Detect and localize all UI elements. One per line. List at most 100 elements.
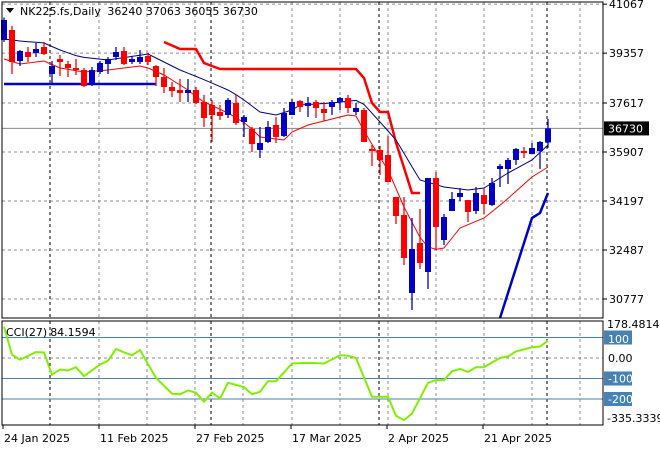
- candle-bull: [129, 58, 135, 62]
- candle-bull: [281, 113, 287, 136]
- candle-bear: [121, 50, 127, 65]
- price-tick-label: 35907: [609, 146, 644, 159]
- candle-bull: [185, 89, 191, 93]
- candle-bull: [449, 198, 455, 211]
- moving-average-fast: [3, 38, 549, 191]
- candle-bear: [41, 46, 47, 55]
- price-tick-label: 39357: [609, 47, 644, 60]
- candle-bear: [297, 100, 303, 108]
- candle-bull: [289, 101, 295, 116]
- candle-bear: [417, 243, 423, 263]
- cci-level-tag: [604, 330, 632, 345]
- current-price-tag: [604, 121, 649, 136]
- cci-level-label: 0.00: [608, 352, 633, 365]
- candle-bear: [233, 103, 239, 123]
- candle-bull: [489, 183, 495, 206]
- date-tick-label: 24 Jan 2025: [4, 432, 70, 445]
- price-tick-label: 34197: [609, 195, 644, 208]
- candle-bull: [513, 148, 519, 160]
- candle-bull: [137, 56, 143, 62]
- candle-bear: [217, 111, 223, 117]
- stop-line-blue: [4, 82, 550, 318]
- price-tick-label: 30777: [609, 293, 644, 306]
- cci-axis-max: 178.4814: [607, 318, 660, 331]
- date-tick-label: 21 Apr 2025: [484, 432, 552, 445]
- current-price-label: 36730: [608, 122, 643, 135]
- cci-axis-min: -335.3339: [607, 412, 660, 425]
- grid: [2, 2, 603, 425]
- candle-bear: [313, 101, 319, 109]
- candle-bull: [505, 159, 511, 169]
- candle-bull: [89, 70, 95, 86]
- candle-bear: [361, 110, 367, 142]
- candle-bull: [473, 193, 479, 211]
- candle-bear: [57, 58, 63, 62]
- candle-bear: [169, 87, 175, 91]
- candle-bear: [433, 177, 439, 227]
- cci-level-label: -100: [608, 373, 633, 386]
- cci-label: CCI(27): [6, 326, 47, 339]
- candle-bull: [113, 51, 119, 57]
- candle-bear: [273, 125, 279, 137]
- candle-bull: [457, 193, 463, 198]
- candle-bear: [193, 89, 199, 103]
- candle-bull: [17, 50, 23, 61]
- candle-bear: [65, 64, 71, 69]
- candle-bull: [441, 217, 447, 240]
- candle-bear: [9, 29, 15, 62]
- candle-bull: [1, 19, 7, 40]
- cci-level-label: -200: [608, 393, 633, 406]
- candle-bear: [481, 195, 487, 205]
- candle-bear: [201, 101, 207, 119]
- date-tick-label: 27 Feb 2025: [196, 432, 264, 445]
- candle-bear: [81, 70, 87, 87]
- candle-bull: [425, 177, 431, 272]
- symbol-label: NK225.fs,Daily: [20, 5, 101, 18]
- candle-bull: [257, 143, 263, 150]
- ohlc-label: 36240 37063 36055 36730: [107, 5, 257, 18]
- candle-bear: [385, 155, 391, 182]
- collapse-triangle-icon[interactable]: [6, 8, 14, 13]
- cci-level-tag: [604, 392, 632, 406]
- candle-bear: [521, 150, 527, 153]
- candle-bull: [545, 128, 551, 143]
- candle-bull: [353, 108, 359, 112]
- candle-bull: [265, 127, 271, 142]
- candle-bear: [377, 149, 383, 160]
- candle-bear: [25, 51, 31, 57]
- candle-bull: [529, 147, 535, 155]
- candle-bear: [177, 89, 183, 93]
- candle-bull: [241, 117, 247, 122]
- candle-bull: [329, 101, 335, 108]
- stop-line-red: [163, 40, 420, 195]
- candle-bear: [393, 197, 399, 217]
- date-tick-label: 17 Mar 2025: [292, 432, 362, 445]
- candle-bear: [465, 200, 471, 212]
- candle-bear: [161, 77, 167, 88]
- candle-bear: [345, 98, 351, 109]
- candle-bull: [537, 141, 543, 151]
- candle-bear: [145, 55, 151, 62]
- candle-bull: [97, 63, 103, 72]
- candle-bull: [225, 99, 231, 116]
- candle-bear: [321, 108, 327, 113]
- candle-bull: [305, 103, 311, 107]
- candle-bear: [153, 66, 159, 78]
- date-tick-label: 2 Apr 2025: [388, 432, 449, 445]
- cci-level-tag: [604, 371, 632, 386]
- price-tick-label: 41067: [609, 0, 644, 11]
- candle-bull: [337, 98, 343, 102]
- candle-bear: [73, 68, 79, 71]
- candle-bull: [33, 48, 39, 53]
- price-pane: [1, 17, 551, 318]
- candle-bear: [209, 105, 215, 116]
- cci-line: [3, 326, 549, 422]
- candle-bull: [409, 248, 415, 293]
- candle-bull: [105, 58, 111, 65]
- candle-bear: [249, 128, 255, 145]
- cci-pane-frame: [1, 320, 604, 426]
- price-pane-frame: [1, 1, 604, 319]
- price-tick-label: 37617: [609, 97, 644, 110]
